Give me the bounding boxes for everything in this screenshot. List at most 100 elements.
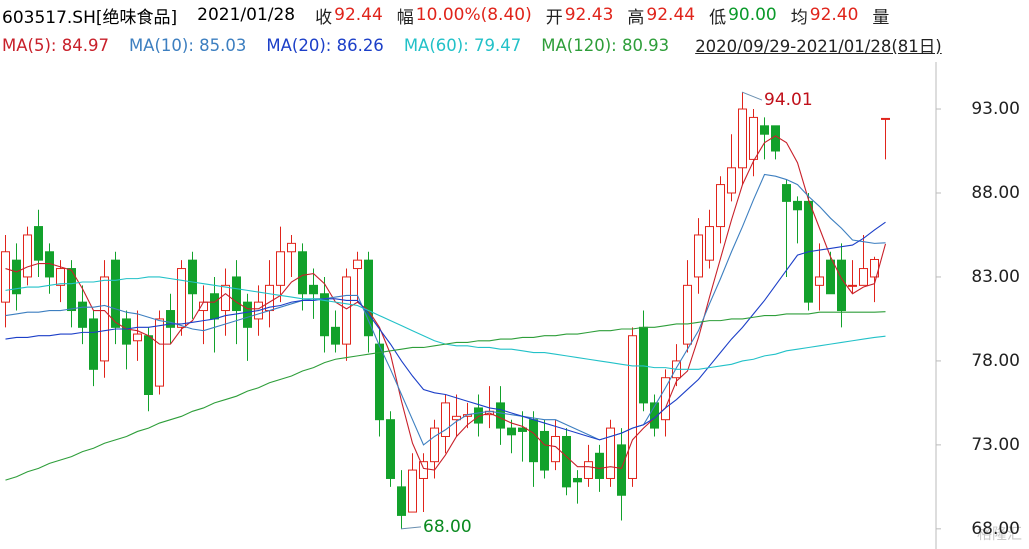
candle-body: [727, 167, 736, 194]
quote-date: 2021/01/28: [197, 5, 296, 25]
legend-entry: MA(60): 79.47: [403, 35, 522, 55]
candle-body: [793, 200, 802, 211]
candle-body: [617, 444, 626, 496]
candle-body: [639, 326, 648, 404]
candle-body: [507, 427, 516, 436]
candle-body: [122, 318, 131, 345]
candle-body: [309, 284, 318, 295]
annotation-leader: [400, 526, 422, 530]
candle-body: [540, 430, 549, 471]
field-label: 均: [790, 7, 808, 28]
candle-body: [848, 284, 857, 287]
annotation-label: 94.01: [764, 90, 813, 110]
ma-line: [5, 135, 887, 471]
ma-line: [5, 173, 886, 446]
field-value: 92.44: [646, 5, 696, 25]
candle-body: [298, 251, 307, 295]
candle-body: [221, 284, 230, 312]
field-label: 量: [872, 7, 890, 28]
candle-body: [650, 402, 659, 429]
candle-body: [1, 251, 10, 303]
candle-body: [210, 293, 219, 320]
candle-body: [320, 293, 329, 337]
y-tick-label: 93.00: [971, 99, 1020, 119]
legend-entry: MA(20): 86.26: [266, 35, 384, 55]
candle-body: [353, 259, 362, 270]
date-range: 2020/09/29-2021/01/28(81日): [695, 37, 942, 56]
field-label: 收: [315, 7, 333, 28]
candle-body: [452, 415, 461, 421]
legend-entry: MA(120): 80.93: [541, 35, 670, 55]
candle-body: [342, 276, 351, 345]
legend-entry: MA(10): 85.03: [128, 35, 247, 55]
candle-body: [12, 259, 21, 295]
candle-body: [760, 125, 769, 135]
y-tick-label: 73.00: [971, 435, 1020, 455]
candle-body: [331, 326, 340, 345]
candle-body: [100, 276, 109, 362]
candle-body: [364, 259, 373, 337]
candle-body: [826, 259, 835, 295]
candle-body: [177, 268, 186, 328]
ma-legend: MA(5): 84.97 MA(10): 85.03 MA(20): 86.26 MA…: [2, 30, 1029, 60]
candle-body: [441, 402, 450, 437]
candle-body: [837, 259, 846, 312]
candle-body: [595, 452, 604, 479]
candle-body: [716, 184, 725, 228]
candle-body: [89, 318, 98, 370]
candle-body: [276, 251, 285, 286]
candle-body: [518, 427, 527, 432]
candle-body: [243, 301, 252, 328]
candle-body: [232, 276, 241, 312]
candle-body: [287, 242, 296, 253]
candle-body: [155, 318, 164, 387]
candle-body: [166, 310, 175, 328]
candle-body: [397, 486, 406, 516]
watermark: 格隆汇: [977, 525, 1022, 543]
field-label: 低: [709, 7, 727, 28]
field-label: 幅: [396, 7, 414, 28]
candle-body: [34, 226, 43, 261]
annotation-label: 68.00: [423, 517, 472, 537]
candle-body: [782, 184, 791, 202]
candle-body: [815, 276, 824, 286]
candle-body: [881, 117, 890, 120]
candle-body: [628, 335, 637, 479]
y-tick-label: 83.00: [971, 267, 1020, 287]
candle-body: [144, 335, 153, 396]
field-value: 10.00%(8.40): [415, 5, 532, 25]
ma-line: [5, 311, 886, 481]
field-label: 高: [627, 7, 645, 28]
y-tick-label: 88.00: [971, 183, 1020, 203]
y-tick-label: 78.00: [971, 351, 1020, 371]
candle-body: [111, 259, 120, 328]
candle-body: [188, 259, 197, 295]
candle-body: [78, 301, 87, 328]
candle-body: [562, 435, 571, 488]
candle-body: [771, 125, 780, 152]
candle-body: [133, 333, 142, 342]
candle-body: [496, 402, 505, 429]
quote-bar: 603517.SH[绝味食品] 2021/01/28 收 92.44 幅 10.00%…: [2, 0, 1029, 30]
field-value: 90.00: [728, 5, 777, 25]
candle-body: [408, 469, 417, 513]
candle-body: [56, 268, 65, 286]
y-tick-label: 68.00: [971, 519, 1020, 539]
field-value: 92.44: [334, 5, 383, 25]
candle-body: [859, 268, 868, 286]
candle-body: [738, 108, 747, 169]
candle-body: [551, 435, 560, 463]
ma-line: [5, 221, 886, 441]
candle-body: [23, 234, 32, 278]
candle-body: [584, 461, 593, 479]
candle-body: [386, 419, 395, 479]
legend-entry: MA(5): 84.97: [2, 35, 109, 55]
candle-body: [749, 116, 758, 160]
candle-body: [67, 268, 76, 312]
field-value: 92.40: [809, 5, 859, 25]
candle-body: [683, 284, 692, 345]
annotation-leader: [741, 91, 763, 101]
candle-body: [419, 461, 428, 479]
